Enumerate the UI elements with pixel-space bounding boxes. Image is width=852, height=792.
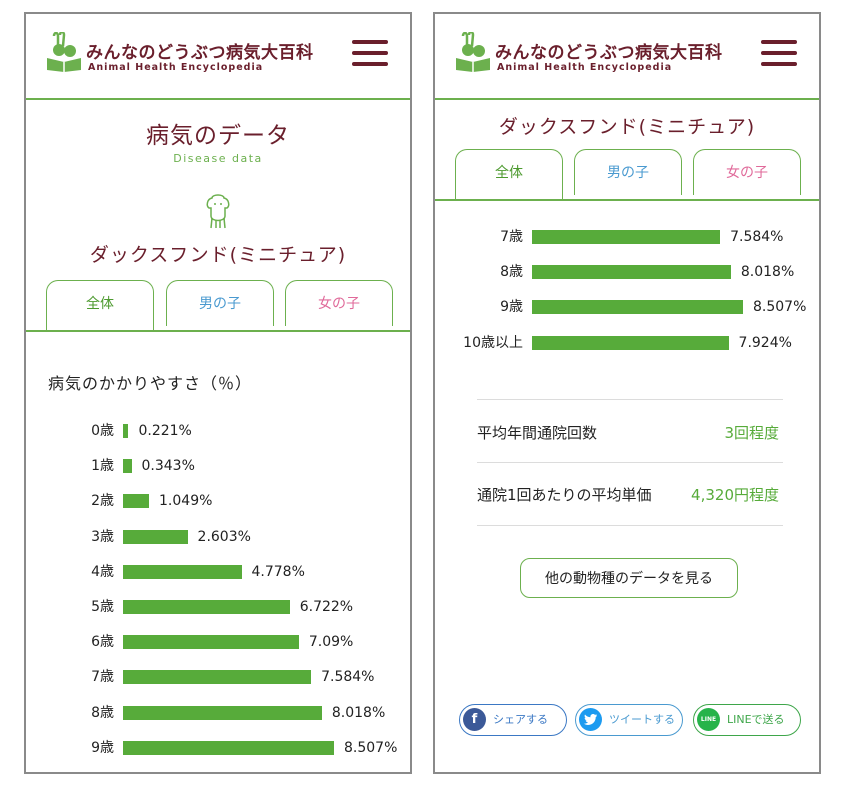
bar-row: 8歳 8.018% bbox=[435, 263, 819, 281]
bar-category-label: 5歳 bbox=[91, 599, 114, 615]
page-title: 病気のデータ bbox=[146, 123, 290, 149]
bar-row: 10歳以上 7.924% bbox=[435, 334, 819, 352]
breed-name: ダックスフンド(ミニチュア) bbox=[498, 116, 756, 138]
bar-row: 8歳 8.018% bbox=[26, 704, 410, 722]
bar-category-label: 9歳 bbox=[500, 299, 523, 316]
line-icon: LINE bbox=[697, 708, 720, 731]
tab-male[interactable]: 男の子 bbox=[166, 280, 274, 326]
facebook-icon: f bbox=[463, 708, 486, 731]
bar-category-label: 10歳以上 bbox=[463, 334, 523, 351]
bar-value-label: 8.018% bbox=[331, 704, 386, 721]
twitter-icon bbox=[579, 708, 602, 731]
bar-category-label: 9歳 bbox=[91, 739, 114, 756]
bar bbox=[123, 670, 312, 685]
bar-value-label: 4.778% bbox=[251, 563, 305, 580]
bar-category-label: 1歳 bbox=[91, 458, 114, 475]
bar-category-label: 2歳 bbox=[91, 493, 114, 510]
bar bbox=[532, 230, 721, 244]
bar-category-label: 8歳 bbox=[500, 264, 523, 281]
gender-tabs: 全体 男の子 女の子 bbox=[26, 280, 410, 332]
twitter-share-button[interactable]: ツイートする bbox=[575, 704, 683, 736]
avg-visits-label: 平均年間通院回数 bbox=[477, 424, 598, 442]
hamburger-icon[interactable] bbox=[761, 40, 797, 68]
bar-value-label: 7.584% bbox=[321, 669, 375, 686]
bar bbox=[532, 300, 743, 315]
bar bbox=[532, 265, 731, 280]
bar-row: 1歳 0.343% bbox=[26, 457, 410, 475]
breed-name: ダックスフンド(ミニチュア) bbox=[89, 244, 347, 266]
avg-cost-value: 4,320円程度 bbox=[691, 486, 779, 504]
bar-row: 7歳 7.584% bbox=[435, 228, 819, 246]
site-subtitle: Animal Health Encyclopedia bbox=[497, 62, 673, 73]
bar bbox=[123, 635, 299, 650]
divider bbox=[477, 462, 783, 463]
bar bbox=[123, 600, 290, 614]
bar-value-label: 0.221% bbox=[138, 423, 192, 439]
divider bbox=[477, 399, 783, 400]
rabbit-dog-book-icon bbox=[456, 32, 490, 72]
bar-row: 6歳 7.09% bbox=[26, 633, 410, 651]
bar-row: 4歳 4.778% bbox=[26, 563, 410, 581]
twitter-share-label: ツイートする bbox=[609, 713, 675, 726]
bar-row: 9歳 8.507% bbox=[435, 298, 819, 316]
bar-row: 5歳 6.722% bbox=[26, 598, 410, 616]
bar bbox=[123, 424, 129, 438]
hamburger-icon[interactable] bbox=[352, 40, 388, 68]
bar-row: 3歳 2.603% bbox=[26, 528, 410, 546]
left-panel: みんなのどうぶつ病気大百科 Animal Health Encyclopedia… bbox=[24, 12, 412, 774]
bar-category-label: 3歳 bbox=[91, 528, 114, 545]
tab-female[interactable]: 女の子 bbox=[285, 280, 393, 326]
bar-value-label: 2.603% bbox=[197, 528, 251, 545]
bar-value-label: 7.584% bbox=[730, 229, 784, 245]
bar-category-label: 4歳 bbox=[91, 563, 114, 580]
tab-all[interactable]: 全体 bbox=[46, 280, 154, 330]
site-title: みんなのどうぶつ病気大百科 bbox=[495, 43, 723, 63]
bar-value-label: 8.018% bbox=[740, 264, 795, 281]
bar bbox=[123, 459, 132, 474]
divider bbox=[477, 525, 783, 526]
bar-value-label: 7.924% bbox=[738, 334, 792, 351]
bar bbox=[123, 529, 188, 544]
chart-title: 病気のかかりやすさ（％） bbox=[48, 374, 253, 393]
tab-all[interactable]: 全体 bbox=[455, 149, 563, 199]
tab-male[interactable]: 男の子 bbox=[574, 149, 682, 195]
bar-category-label: 0歳 bbox=[91, 423, 114, 439]
site-title: みんなのどうぶつ病気大百科 bbox=[86, 43, 314, 63]
site-header: みんなのどうぶつ病気大百科 Animal Health Encyclopedia bbox=[435, 14, 819, 100]
bar-category-label: 7歳 bbox=[91, 669, 114, 686]
other-species-button[interactable]: 他の動物種のデータを見る bbox=[520, 558, 738, 598]
dog-outline-icon bbox=[206, 194, 230, 229]
site-header: みんなのどうぶつ病気大百科 Animal Health Encyclopedia bbox=[26, 14, 410, 100]
bar bbox=[123, 494, 150, 509]
bar-row: 7歳 7.584% bbox=[26, 668, 410, 686]
line-share-button[interactable]: LINE LINEで送る bbox=[693, 704, 801, 736]
rabbit-dog-book-icon bbox=[47, 32, 81, 72]
right-panel: みんなのどうぶつ病気大百科 Animal Health Encyclopedia… bbox=[433, 12, 821, 774]
avg-cost-label: 通院1回あたりの平均単価 bbox=[477, 486, 652, 504]
bar-category-label: 8歳 bbox=[91, 704, 114, 721]
bar bbox=[532, 335, 729, 350]
bar-value-label: 8.507% bbox=[344, 739, 398, 756]
site-subtitle: Animal Health Encyclopedia bbox=[88, 62, 264, 73]
line-share-label: LINEで送る bbox=[727, 713, 785, 726]
bar-row: 0歳 0.221% bbox=[26, 422, 410, 440]
bar bbox=[123, 564, 242, 579]
bar-row: 9歳 8.507% bbox=[26, 739, 410, 757]
bar-value-label: 1.049% bbox=[159, 493, 213, 510]
bar-category-label: 7歳 bbox=[500, 229, 523, 245]
bar bbox=[123, 740, 334, 755]
bar-value-label: 0.343% bbox=[141, 458, 195, 475]
gender-tabs: 全体 男の子 女の子 bbox=[435, 149, 819, 201]
avg-visits-value: 3回程度 bbox=[724, 424, 779, 442]
bar-value-label: 7.09% bbox=[308, 634, 354, 651]
page-subtitle: Disease data bbox=[173, 152, 263, 165]
bar-row: 2歳 1.049% bbox=[26, 492, 410, 510]
bar-category-label: 6歳 bbox=[91, 634, 114, 651]
tab-female[interactable]: 女の子 bbox=[693, 149, 801, 195]
facebook-share-label: シェアする bbox=[493, 713, 548, 726]
bar bbox=[123, 705, 322, 720]
bar-value-label: 6.722% bbox=[299, 599, 354, 615]
facebook-share-button[interactable]: f シェアする bbox=[459, 704, 567, 736]
bar-value-label: 8.507% bbox=[753, 299, 807, 316]
